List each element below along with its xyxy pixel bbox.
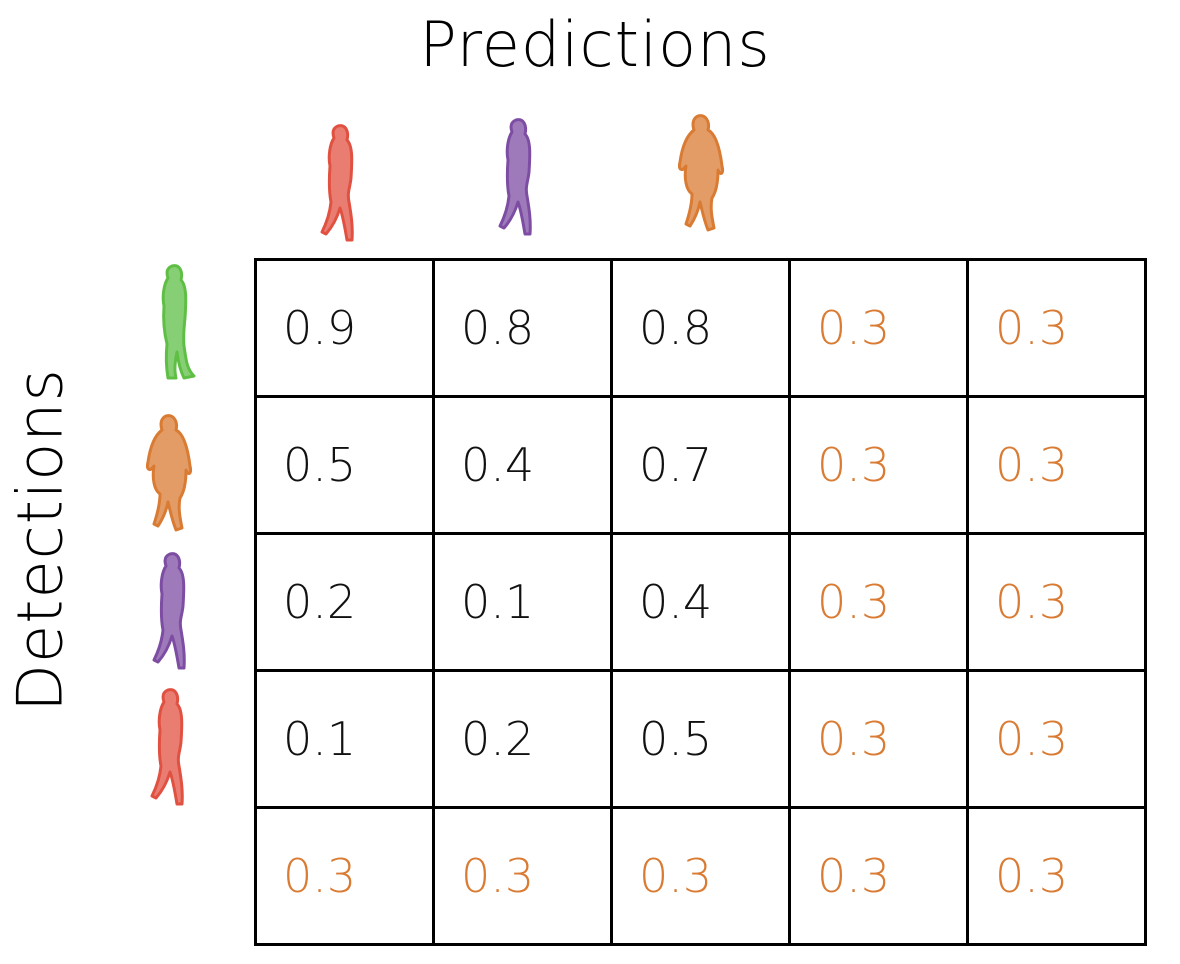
purple-person-icon xyxy=(152,552,186,670)
matrix-row: 0.3 0.3 0.3 0.3 0.3 xyxy=(254,806,1147,946)
matrix-cell: 0.4 xyxy=(432,395,613,535)
green-person-icon xyxy=(161,264,196,380)
cost-matrix: 0.9 0.8 0.8 0.3 0.3 0.5 0.4 0.7 0.3 0.3 … xyxy=(254,258,1147,946)
orange-person-icon xyxy=(678,114,724,232)
purple-person-icon xyxy=(498,118,532,236)
matrix-cell: 0.5 xyxy=(254,395,435,535)
matrix-cell: 0.3 xyxy=(966,669,1147,809)
matrix-cell: 0.3 xyxy=(610,806,791,946)
matrix-cell: 0.3 xyxy=(966,395,1147,535)
matrix-cell: 0.4 xyxy=(610,532,791,672)
predictions-title: Predictions xyxy=(419,8,771,81)
matrix-cell: 0.8 xyxy=(432,258,613,398)
matrix-cell: 0.8 xyxy=(610,258,791,398)
matrix-cell: 0.5 xyxy=(610,669,791,809)
matrix-cell: 0.3 xyxy=(788,395,969,535)
matrix-row: 0.9 0.8 0.8 0.3 0.3 xyxy=(254,258,1147,398)
matrix-cell: 0.9 xyxy=(254,258,435,398)
matrix-cell: 0.3 xyxy=(788,669,969,809)
orange-person-icon xyxy=(146,414,192,532)
matrix-cell: 0.3 xyxy=(966,532,1147,672)
red-person-icon xyxy=(150,688,184,806)
matrix-cell: 0.7 xyxy=(610,395,791,535)
matrix-cell: 0.3 xyxy=(788,258,969,398)
matrix-cell: 0.3 xyxy=(432,806,613,946)
matrix-row: 0.2 0.1 0.4 0.3 0.3 xyxy=(254,532,1147,672)
matrix-cell: 0.3 xyxy=(966,806,1147,946)
matrix-cell: 0.2 xyxy=(254,532,435,672)
matrix-cell: 0.2 xyxy=(432,669,613,809)
matrix-cell: 0.3 xyxy=(788,532,969,672)
matrix-cell: 0.3 xyxy=(788,806,969,946)
matrix-row: 0.1 0.2 0.5 0.3 0.3 xyxy=(254,669,1147,809)
detections-title: Detections xyxy=(3,368,77,712)
matrix-cell: 0.1 xyxy=(432,532,613,672)
matrix-row: 0.5 0.4 0.7 0.3 0.3 xyxy=(254,395,1147,535)
red-person-icon xyxy=(320,124,354,242)
matrix-cell: 0.3 xyxy=(254,806,435,946)
matrix-cell: 0.3 xyxy=(966,258,1147,398)
matrix-cell: 0.1 xyxy=(254,669,435,809)
